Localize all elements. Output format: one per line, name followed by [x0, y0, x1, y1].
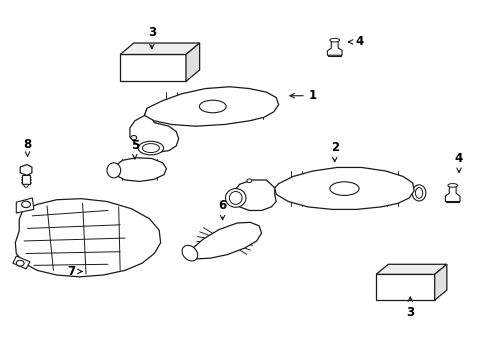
Ellipse shape [411, 185, 425, 201]
Polygon shape [274, 167, 413, 210]
Ellipse shape [142, 144, 159, 153]
Ellipse shape [107, 163, 121, 178]
Ellipse shape [182, 246, 197, 261]
Ellipse shape [329, 39, 339, 42]
Polygon shape [434, 264, 446, 300]
Text: 3: 3 [147, 27, 156, 49]
Text: 4: 4 [454, 152, 462, 172]
Ellipse shape [131, 135, 137, 140]
Polygon shape [120, 43, 199, 54]
Text: 3: 3 [406, 297, 413, 319]
Polygon shape [120, 54, 185, 81]
Polygon shape [185, 43, 199, 81]
Text: 2: 2 [330, 141, 338, 162]
Polygon shape [327, 40, 341, 55]
Polygon shape [375, 264, 446, 274]
Polygon shape [22, 175, 30, 184]
Ellipse shape [21, 201, 30, 208]
Text: 8: 8 [23, 138, 32, 157]
Polygon shape [130, 108, 178, 152]
Polygon shape [112, 158, 166, 181]
Ellipse shape [246, 179, 251, 183]
Polygon shape [186, 222, 261, 259]
Polygon shape [15, 199, 160, 277]
Text: 6: 6 [218, 199, 226, 220]
Ellipse shape [225, 189, 245, 207]
Polygon shape [20, 165, 32, 175]
Polygon shape [328, 51, 340, 56]
Polygon shape [144, 87, 278, 126]
Text: 4: 4 [348, 35, 363, 49]
Text: 1: 1 [289, 89, 316, 102]
Ellipse shape [138, 141, 163, 155]
Polygon shape [375, 274, 434, 300]
Ellipse shape [16, 260, 24, 266]
Polygon shape [445, 185, 459, 202]
Text: 5: 5 [130, 139, 139, 159]
Polygon shape [446, 197, 458, 202]
Polygon shape [233, 180, 276, 211]
Ellipse shape [199, 100, 226, 113]
Ellipse shape [329, 182, 358, 195]
Text: 7: 7 [67, 265, 82, 278]
Polygon shape [13, 256, 30, 269]
Polygon shape [16, 198, 34, 213]
Ellipse shape [447, 184, 457, 187]
Ellipse shape [415, 188, 422, 198]
Ellipse shape [229, 192, 242, 204]
Polygon shape [23, 184, 29, 187]
